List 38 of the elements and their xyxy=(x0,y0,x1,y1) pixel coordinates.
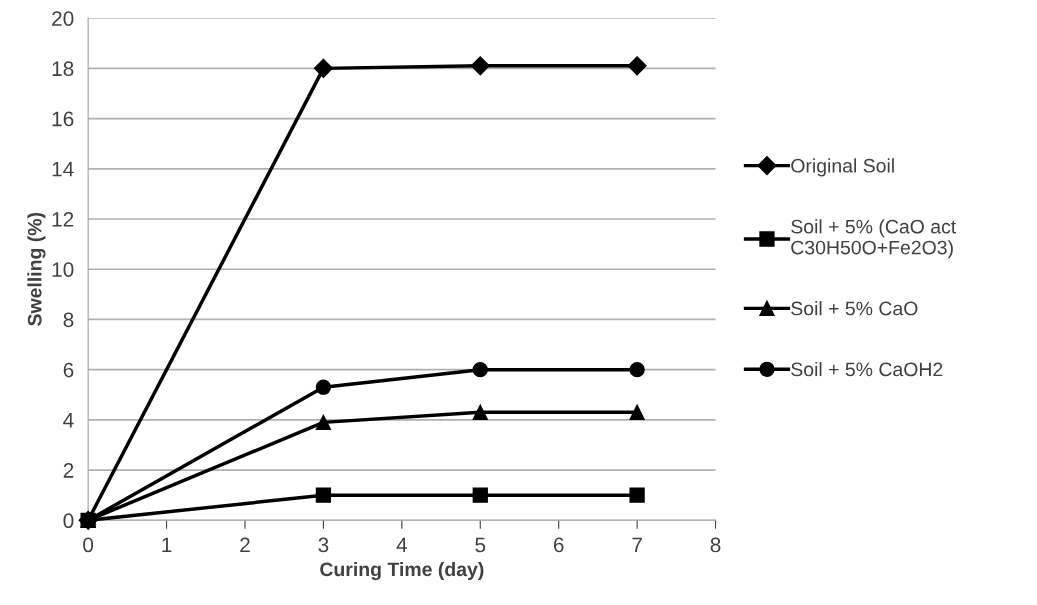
y-axis-title: Swelling (%) xyxy=(27,212,46,326)
y-tick-label: 2 xyxy=(63,463,74,478)
x-tick-label: 1 xyxy=(162,537,172,553)
x-tick-label: 3 xyxy=(318,537,329,553)
point xyxy=(472,404,488,420)
point xyxy=(627,56,647,76)
x-tick-label: 5 xyxy=(475,537,486,553)
x-tick-label: 8 xyxy=(710,537,721,553)
legend-label: Soil + 5% CaO xyxy=(791,301,918,316)
point xyxy=(315,379,332,395)
legend-label: Soil + 5% CaOH2 xyxy=(791,361,943,377)
point xyxy=(629,404,645,420)
x-tick-label: 2 xyxy=(240,537,250,553)
x-tick-label: 6 xyxy=(553,537,564,553)
y-tick-label: 8 xyxy=(63,312,74,328)
point xyxy=(472,487,488,503)
y-tick-label: 16 xyxy=(52,111,74,127)
point xyxy=(629,487,645,503)
point xyxy=(315,414,332,431)
point xyxy=(629,362,645,378)
y-tick-label: 6 xyxy=(63,362,74,378)
point xyxy=(470,56,490,76)
y-tick-label: 20 xyxy=(52,11,74,26)
y-tick-label: 10 xyxy=(52,262,74,277)
x-axis-title: Curing Time (day) xyxy=(320,561,484,581)
point xyxy=(472,362,488,378)
point xyxy=(315,487,332,503)
legend-label: Soil + 5% (CaO act C30H50O+Fe2O3) xyxy=(791,219,957,259)
x-tick-label: 4 xyxy=(396,537,408,553)
x-tick-label: 0 xyxy=(83,537,94,553)
y-tick-label: 14 xyxy=(52,162,74,177)
legend-label: Original Soil xyxy=(791,158,894,177)
point xyxy=(313,58,333,78)
y-tick-label: 18 xyxy=(52,61,74,77)
y-tick-label: 4 xyxy=(63,413,74,428)
y-tick-label: 12 xyxy=(52,212,74,227)
y-tick-label: 0 xyxy=(63,513,74,529)
x-tick-label: 7 xyxy=(632,537,642,553)
